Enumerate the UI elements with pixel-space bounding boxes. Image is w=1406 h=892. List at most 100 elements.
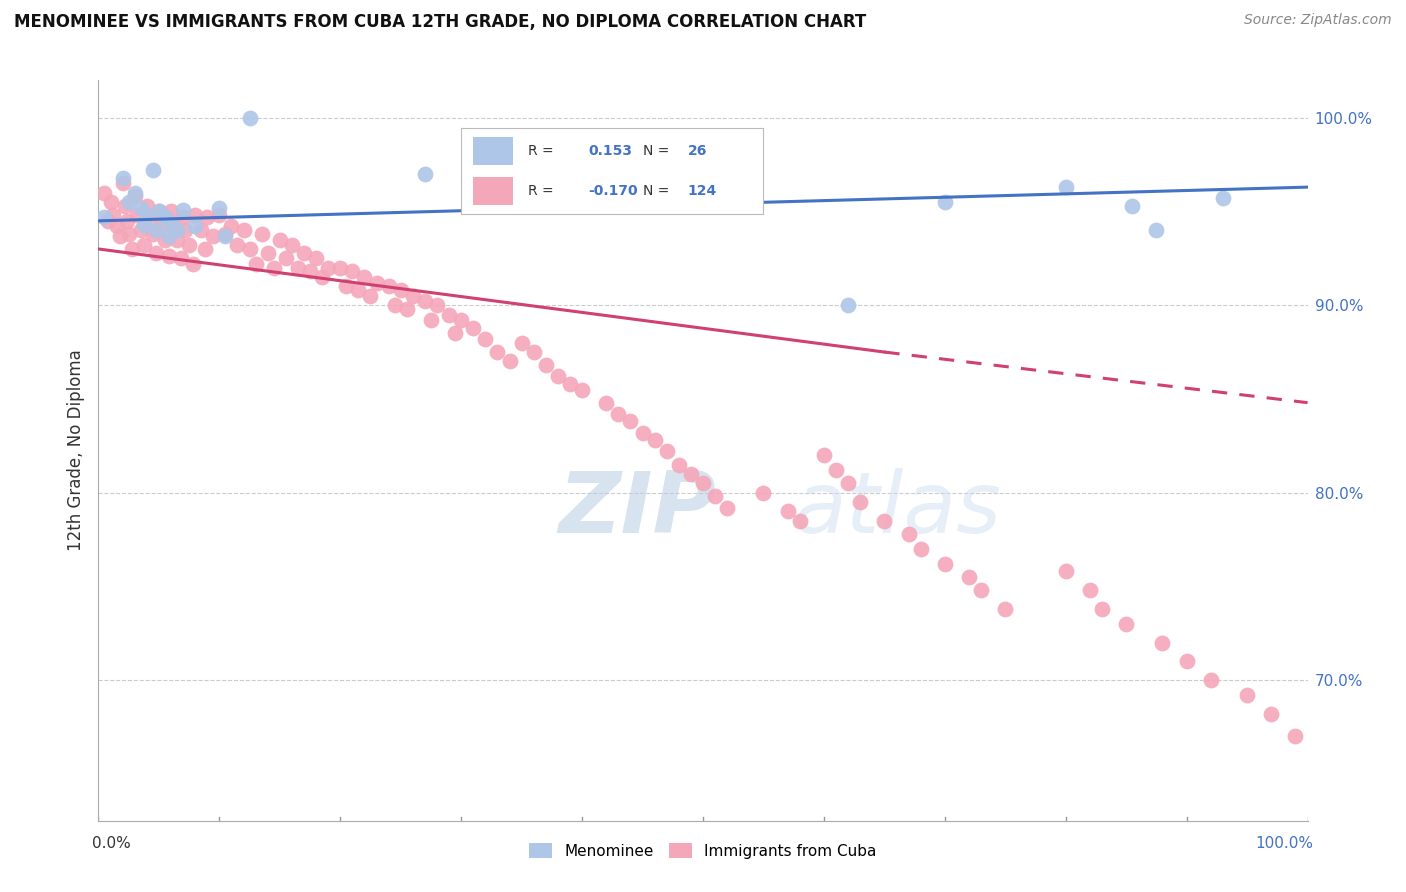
Point [450,313,472,327]
Text: 100.0%: 100.0% [1256,836,1313,851]
Point [166,233,188,247]
Point [679,467,702,481]
Point [169,252,191,266]
Point [426,298,449,312]
Point [413,294,436,309]
Point [93,186,115,200]
Point [776,504,799,518]
Point [1236,688,1258,702]
Point [157,250,180,264]
Point [413,167,436,181]
Point [135,208,157,222]
Point [135,199,157,213]
Point [118,227,141,241]
Point [184,208,207,222]
Point [360,289,382,303]
Point [129,201,152,215]
Point [148,204,170,219]
Point [631,425,654,440]
Point [274,252,297,266]
Point [970,583,993,598]
Point [1284,729,1306,743]
Point [281,238,304,252]
Point [994,602,1017,616]
Point [837,298,859,312]
Point [174,223,197,237]
Point [813,448,835,462]
Point [849,495,872,509]
Text: ZIP: ZIP [558,468,716,551]
Point [305,252,328,266]
Point [1199,673,1222,687]
Point [444,326,467,341]
Point [353,270,375,285]
Point [384,298,406,312]
Point [825,463,848,477]
Point [100,195,122,210]
Point [124,189,146,203]
Point [214,228,236,243]
Point [1146,223,1168,237]
Point [498,354,520,368]
Point [463,320,485,334]
Point [1152,635,1174,649]
Point [221,219,243,234]
Point [160,216,183,230]
Point [239,111,262,125]
Point [256,245,278,260]
Point [395,301,418,316]
Point [558,376,581,391]
Text: atlas: atlas [793,468,1001,551]
Point [910,541,932,556]
Point [335,279,357,293]
Point [402,289,425,303]
Point [202,228,225,243]
Point [118,195,141,210]
Point [837,476,859,491]
Point [342,264,364,278]
Point [486,345,509,359]
Point [127,208,149,222]
Point [474,332,496,346]
Point [208,208,231,222]
Point [179,238,201,252]
Point [145,223,167,237]
Point [897,527,920,541]
Point [134,218,156,232]
Point [934,195,956,210]
Point [117,214,139,228]
Point [1078,583,1101,598]
Point [172,210,194,224]
Point [160,204,183,219]
Point [111,177,134,191]
Point [934,557,956,571]
Point [329,260,352,275]
Point [269,233,291,247]
Point [150,219,173,234]
Point [142,163,165,178]
Point [523,345,546,359]
Point [704,489,727,503]
Point [93,210,115,224]
Point [153,233,176,247]
Point [124,186,146,200]
Point [194,242,217,256]
Point [181,257,204,271]
Point [138,214,160,228]
Point [595,395,617,409]
Point [1054,565,1077,579]
Point [172,202,194,217]
Point [311,270,333,285]
Point [208,201,231,215]
Point [153,210,176,224]
Point [287,260,309,275]
Point [190,223,212,237]
Point [437,308,460,322]
Point [873,514,896,528]
Point [547,369,569,384]
Point [145,245,167,260]
Point [692,476,714,491]
Point [1121,199,1143,213]
Point [957,570,980,584]
Point [1212,191,1234,205]
